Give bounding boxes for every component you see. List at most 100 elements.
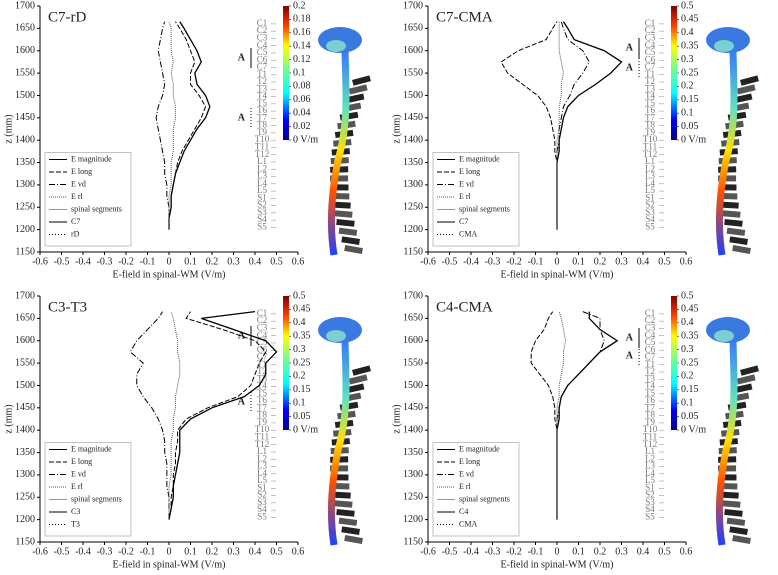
panel-title: C7-rD <box>48 9 86 25</box>
vertebra-label: T5 <box>257 388 267 398</box>
legend-label: C3 <box>71 507 80 516</box>
vertebra-label: L4 <box>257 178 267 188</box>
vertebra-label: C5 <box>257 47 268 57</box>
electrode-label: A <box>238 396 246 407</box>
vertebra <box>332 491 351 499</box>
y-tick-label: 1250 <box>403 492 423 503</box>
electrode-label: A <box>238 52 246 63</box>
vertebra-label: T3 <box>257 373 267 383</box>
y-tick-label: 1250 <box>15 492 35 503</box>
vertebra <box>736 374 756 385</box>
x-tick-label: -0.1 <box>528 256 544 267</box>
vertebra-label: C7 <box>645 62 656 72</box>
colorbar-label: 0 V/m <box>681 424 706 435</box>
y-tick-label: 1700 <box>15 290 35 301</box>
legend-label: spinal segments <box>459 204 510 213</box>
colorbar-label: 0 V/m <box>681 134 706 145</box>
vertebra-label: L2 <box>257 163 267 173</box>
vertebra-label: L5 <box>257 475 267 485</box>
colorbar-label: 0.45 <box>293 304 311 315</box>
y-tick-label: 1550 <box>403 67 423 78</box>
vertebra-label: S4 <box>645 214 655 224</box>
legend-label: CMA <box>459 229 477 238</box>
legend-box <box>432 442 520 537</box>
vertebra-label: C3 <box>645 32 656 42</box>
y-axis-label: z (mm) <box>3 404 14 433</box>
vertebra-label: S5 <box>645 511 655 521</box>
vertebra <box>736 84 756 95</box>
vertebra-label: T9 <box>257 127 267 137</box>
data-line <box>556 21 623 230</box>
colorbar-label: 0.45 <box>681 304 699 315</box>
vertebra-label: T6 <box>645 105 655 115</box>
y-tick-label: 1500 <box>15 90 35 101</box>
vertebra-label: C4 <box>645 40 656 50</box>
spinal-cord <box>327 44 350 256</box>
colorbar-label: 0.04 <box>293 107 311 118</box>
y-tick-label: 1200 <box>15 224 35 235</box>
vertebra <box>336 218 355 227</box>
colorbar <box>671 6 677 140</box>
vertebra-label: S4 <box>257 504 267 514</box>
vertebra-label: T8 <box>257 410 267 420</box>
colorbar-label: 0.25 <box>681 67 699 78</box>
legend-label: E magnitude <box>459 154 500 163</box>
x-tick-label: 0 <box>555 256 560 267</box>
vertebra-label: L5 <box>257 185 267 195</box>
colorbar-label: 0.4 <box>293 317 306 328</box>
y-tick-label: 1500 <box>403 380 423 391</box>
colorbar-label: 0.2 <box>681 81 694 92</box>
panel: 1150 1200 1250 1300 1350 1400 1450 1500 1550 1600… <box>3 290 371 570</box>
data-line <box>168 21 176 230</box>
x-tick-label: -0.3 <box>485 546 501 557</box>
y-tick-label: 1300 <box>403 179 423 190</box>
vertebra-label: T10 <box>643 424 658 434</box>
x-tick-label: 0.4 <box>249 256 262 267</box>
vertebra-label: C5 <box>645 337 656 347</box>
legend-label: spinal segments <box>71 494 122 503</box>
x-tick-label: 0 <box>555 546 560 557</box>
x-tick-label: -0.3 <box>97 256 113 267</box>
vertebra-label: T9 <box>257 417 267 427</box>
x-tick-label: -0.4 <box>463 256 479 267</box>
vertebra-label: T10 <box>643 134 658 144</box>
vertebra-label: T4 <box>257 381 267 391</box>
electrode-label: A <box>238 112 246 123</box>
y-axis-label: z (mm) <box>391 114 402 143</box>
x-tick-label: -0.3 <box>97 546 113 557</box>
vertebra-label: C2 <box>257 25 268 35</box>
vertebra-label: C2 <box>257 315 268 325</box>
x-tick-label: 0 <box>167 546 172 557</box>
y-tick-label: 1650 <box>15 313 35 324</box>
brainstem-highlight <box>714 40 734 52</box>
y-tick-label: 1600 <box>15 45 35 56</box>
vertebra-label: T12 <box>643 149 658 159</box>
x-tick-label: 0.4 <box>249 546 262 557</box>
y-tick-label: 1350 <box>15 447 35 458</box>
vertebra <box>344 535 363 545</box>
vertebra-label: C4 <box>257 330 268 340</box>
y-tick-label: 1600 <box>15 335 35 346</box>
vertebra <box>338 227 358 236</box>
y-tick-label: 1450 <box>15 112 35 123</box>
vertebra-label: L1 <box>257 156 267 166</box>
data-line <box>168 311 267 520</box>
x-tick-label: -0.2 <box>118 256 134 267</box>
vertebra <box>344 245 363 255</box>
spine-illustration <box>318 317 371 546</box>
data-line <box>556 21 564 230</box>
x-tick-label: 0.5 <box>270 256 283 267</box>
data-line <box>168 21 211 230</box>
vertebra-label: T12 <box>255 149 270 159</box>
spine-illustration <box>706 317 759 546</box>
colorbar-label: 0.14 <box>293 40 311 51</box>
legend-box <box>432 152 520 247</box>
colorbar-label: 0.2 <box>293 371 306 382</box>
colorbar-label: 0.15 <box>681 94 699 105</box>
x-tick-label: 0.5 <box>658 546 671 557</box>
data-line <box>155 21 170 230</box>
vertebra <box>352 75 371 86</box>
vertebra-label: L4 <box>645 468 655 478</box>
colorbar-label: 0.4 <box>681 27 694 38</box>
legend-box <box>44 442 132 537</box>
